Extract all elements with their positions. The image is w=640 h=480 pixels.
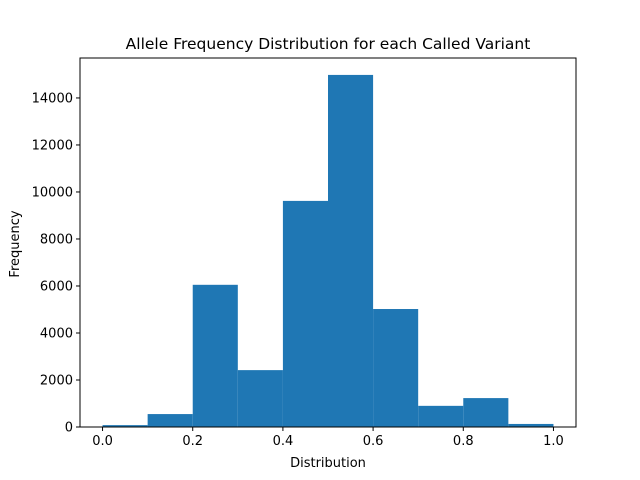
y-axis-ticks: 0 2000 4000 6000 8000 10000 12000 14000 (32, 91, 80, 436)
x-tick-label: 1.0 (543, 434, 564, 449)
histogram-bar (237, 370, 283, 427)
x-tick-label: 0.8 (453, 434, 474, 449)
y-tick-label: 0 (65, 421, 73, 436)
y-tick-label: 4000 (40, 326, 73, 341)
histogram-bar (373, 309, 419, 427)
x-tick-label: 0.6 (363, 434, 384, 449)
histogram-bar (508, 423, 554, 427)
y-tick-label: 8000 (40, 232, 73, 247)
y-tick-label: 12000 (32, 138, 73, 153)
x-tick-label: 0.0 (92, 434, 113, 449)
histogram-bar (192, 284, 238, 427)
y-tick-label: 10000 (32, 185, 73, 200)
histogram-bar (282, 200, 328, 427)
y-tick-label: 6000 (40, 279, 73, 294)
histogram-bar (328, 74, 374, 427)
chart-title: Allele Frequency Distribution for each C… (126, 35, 531, 53)
x-axis-ticks: 0.0 0.2 0.4 0.6 0.8 1.0 (92, 427, 564, 449)
y-axis-label: Frequency (8, 210, 23, 277)
y-tick-label: 2000 (40, 373, 73, 388)
x-tick-label: 0.4 (273, 434, 294, 449)
bars-group (102, 74, 554, 427)
plot-frame (79, 57, 577, 428)
histogram-bar (418, 405, 464, 427)
x-axis-label: Distribution (290, 456, 366, 471)
histogram-bar (147, 414, 193, 427)
x-tick-label: 0.2 (182, 434, 203, 449)
y-tick-label: 14000 (32, 91, 73, 106)
histogram-bar (463, 398, 509, 427)
histogram-bar (102, 425, 148, 427)
